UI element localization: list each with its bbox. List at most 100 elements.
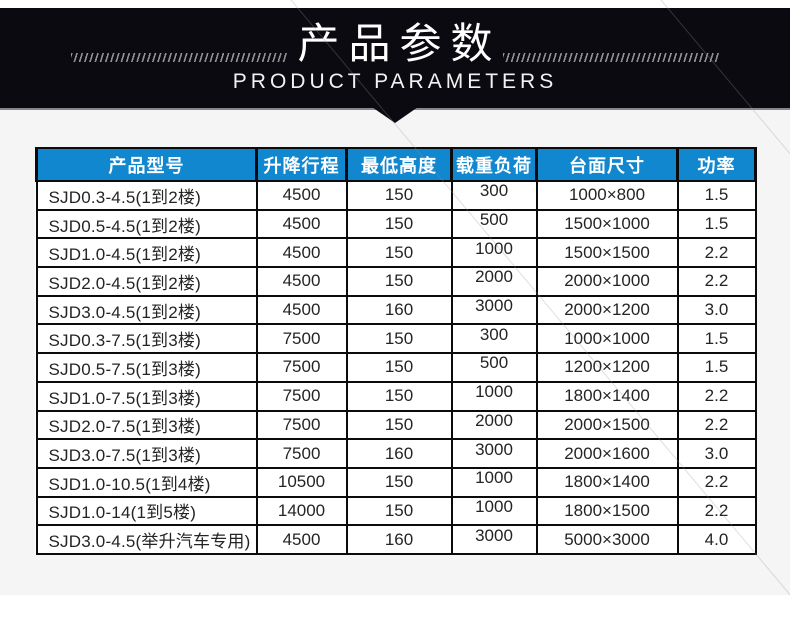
- power-cell: 1.5: [676, 208, 757, 240]
- load-cell: 3000: [450, 524, 538, 555]
- table-row: SJD3.0-7.5(1到3楼) 7500 160 3000 2000×1600 3.0: [35, 438, 757, 469]
- min-height-cell: 150: [345, 495, 453, 527]
- stroke-cell: 4500: [255, 524, 348, 555]
- platform-size-cell: 2000×1000: [535, 266, 679, 297]
- table-row: SJD1.0-10.5(1到4楼) 10500 150 1000 1800×1400 2.…: [35, 466, 757, 498]
- load-value: 1000: [475, 238, 513, 258]
- load-value: 2000: [475, 410, 513, 430]
- platform-size-cell: 1500×1000: [535, 208, 679, 240]
- min-height-cell: 150: [345, 409, 453, 441]
- model-cell: SJD0.3-7.5(1到3楼): [35, 323, 258, 355]
- load-value: 3000: [475, 525, 513, 545]
- power-cell: 2.2: [676, 237, 757, 269]
- model-cell: SJD1.0-10.5(1到4楼): [35, 466, 258, 498]
- min-height-cell: 150: [345, 352, 453, 383]
- load-value: 2000: [475, 267, 513, 287]
- load-cell: 3000: [450, 294, 538, 326]
- platform-size-cell: 1000×800: [535, 180, 679, 211]
- min-height-cell: 160: [345, 438, 453, 469]
- stroke-cell: 4500: [255, 180, 348, 211]
- table-row: SJD1.0-4.5(1到2楼) 4500 150 1000 1500×1500 2.2: [35, 237, 757, 269]
- top-white-strip: [0, 0, 790, 8]
- load-cell: 2000: [450, 266, 538, 297]
- load-cell: 2000: [450, 409, 538, 441]
- min-height-cell: 150: [345, 266, 453, 297]
- stroke-cell: 7500: [255, 409, 348, 441]
- power-cell: 3.0: [676, 294, 757, 326]
- load-cell: 300: [450, 180, 538, 211]
- power-cell: 2.2: [676, 495, 757, 527]
- load-value: 3000: [475, 296, 513, 316]
- stroke-cell: 7500: [255, 352, 348, 383]
- load-value: 1000: [475, 496, 513, 516]
- model-cell: SJD2.0-4.5(1到2楼): [35, 266, 258, 297]
- load-cell: 1000: [450, 495, 538, 527]
- min-height-cell: 150: [345, 237, 453, 269]
- model-cell: SJD3.0-4.5(举升汽车专用): [35, 524, 258, 555]
- product-parameters-table: 产品型号 升降行程 最低高度 载重负荷 台面尺寸 功率 SJD0.3-4.5(1到2楼) 4…: [35, 147, 757, 555]
- header-banner: 产品参数 PRODUCT PARAMETERS: [0, 8, 790, 123]
- load-cell: 1000: [450, 466, 538, 498]
- table-header-row: 产品型号 升降行程 最低高度 载重负荷 台面尺寸 功率: [35, 147, 757, 182]
- stroke-cell: 4500: [255, 237, 348, 269]
- model-cell: SJD0.3-4.5(1到2楼): [35, 180, 258, 211]
- load-cell: 1000: [450, 237, 538, 269]
- page-title: 产品参数: [297, 20, 502, 67]
- arrow-down-pointer: [372, 107, 418, 123]
- hatch-decoration-right: [503, 53, 719, 62]
- load-cell: 1000: [450, 380, 538, 412]
- table-row: SJD0.3-4.5(1到2楼) 4500 150 300 1000×800 1.5: [35, 180, 757, 211]
- min-height-cell: 150: [345, 380, 453, 412]
- platform-size-cell: 2000×1500: [535, 409, 679, 441]
- platform-size-cell: 1800×1500: [535, 495, 679, 527]
- power-cell: 2.2: [676, 380, 757, 412]
- column-header-load: 载重负荷: [450, 147, 538, 182]
- load-value: 3000: [475, 439, 513, 459]
- table-row: SJD0.3-7.5(1到3楼) 7500 150 300 1000×1000 1.5: [35, 323, 757, 355]
- power-cell: 1.5: [676, 180, 757, 211]
- stroke-cell: 14000: [255, 495, 348, 527]
- table-row: SJD1.0-14(1到5楼) 14000 150 1000 1800×1500 2.2: [35, 495, 757, 527]
- min-height-cell: 160: [345, 524, 453, 555]
- platform-size-cell: 2000×1200: [535, 294, 679, 326]
- model-cell: SJD1.0-4.5(1到2楼): [35, 237, 258, 269]
- load-value: 300: [479, 324, 509, 344]
- platform-size-cell: 2000×1600: [535, 438, 679, 469]
- model-cell: SJD0.5-7.5(1到3楼): [35, 352, 258, 383]
- model-cell: SJD0.5-4.5(1到2楼): [35, 208, 258, 240]
- stroke-cell: 4500: [255, 208, 348, 240]
- model-cell: SJD1.0-14(1到5楼): [35, 495, 258, 527]
- table-row: SJD0.5-4.5(1到2楼) 4500 150 500 1500×1000 1.5: [35, 208, 757, 240]
- column-header-model: 产品型号: [35, 147, 258, 182]
- min-height-cell: 150: [345, 323, 453, 355]
- platform-size-cell: 1000×1000: [535, 323, 679, 355]
- platform-size-cell: 1800×1400: [535, 380, 679, 412]
- column-header-power: 功率: [676, 147, 757, 182]
- power-cell: 1.5: [676, 352, 757, 383]
- stroke-cell: 7500: [255, 438, 348, 469]
- platform-size-cell: 1200×1200: [535, 352, 679, 383]
- load-cell: 300: [450, 323, 538, 355]
- power-cell: 4.0: [676, 524, 757, 555]
- page-subtitle: PRODUCT PARAMETERS: [232, 70, 558, 93]
- table-row: SJD0.5-7.5(1到3楼) 7500 150 500 1200×1200 1.5: [35, 352, 757, 383]
- model-cell: SJD1.0-7.5(1到3楼): [35, 380, 258, 412]
- platform-size-cell: 1500×1500: [535, 237, 679, 269]
- power-cell: 1.5: [676, 323, 757, 355]
- stroke-cell: 7500: [255, 380, 348, 412]
- stroke-cell: 4500: [255, 294, 348, 326]
- power-cell: 2.2: [676, 409, 757, 441]
- load-cell: 500: [450, 208, 538, 240]
- table-row: SJD1.0-7.5(1到3楼) 7500 150 1000 1800×1400 2.2: [35, 380, 757, 412]
- load-value: 300: [479, 181, 509, 201]
- load-value: 1000: [475, 468, 513, 488]
- load-value: 1000: [475, 382, 513, 402]
- product-parameters-section: 产品型号 升降行程 最低高度 载重负荷 台面尺寸 功率 SJD0.3-4.5(1到2楼) 4…: [35, 147, 757, 555]
- platform-size-cell: 1800×1400: [535, 466, 679, 498]
- min-height-cell: 150: [345, 208, 453, 240]
- stroke-cell: 10500: [255, 466, 348, 498]
- hatch-decoration-left: [71, 53, 287, 62]
- min-height-cell: 150: [345, 466, 453, 498]
- table-row: SJD3.0-4.5(举升汽车专用) 4500 160 3000 5000×3000 4.…: [35, 524, 757, 555]
